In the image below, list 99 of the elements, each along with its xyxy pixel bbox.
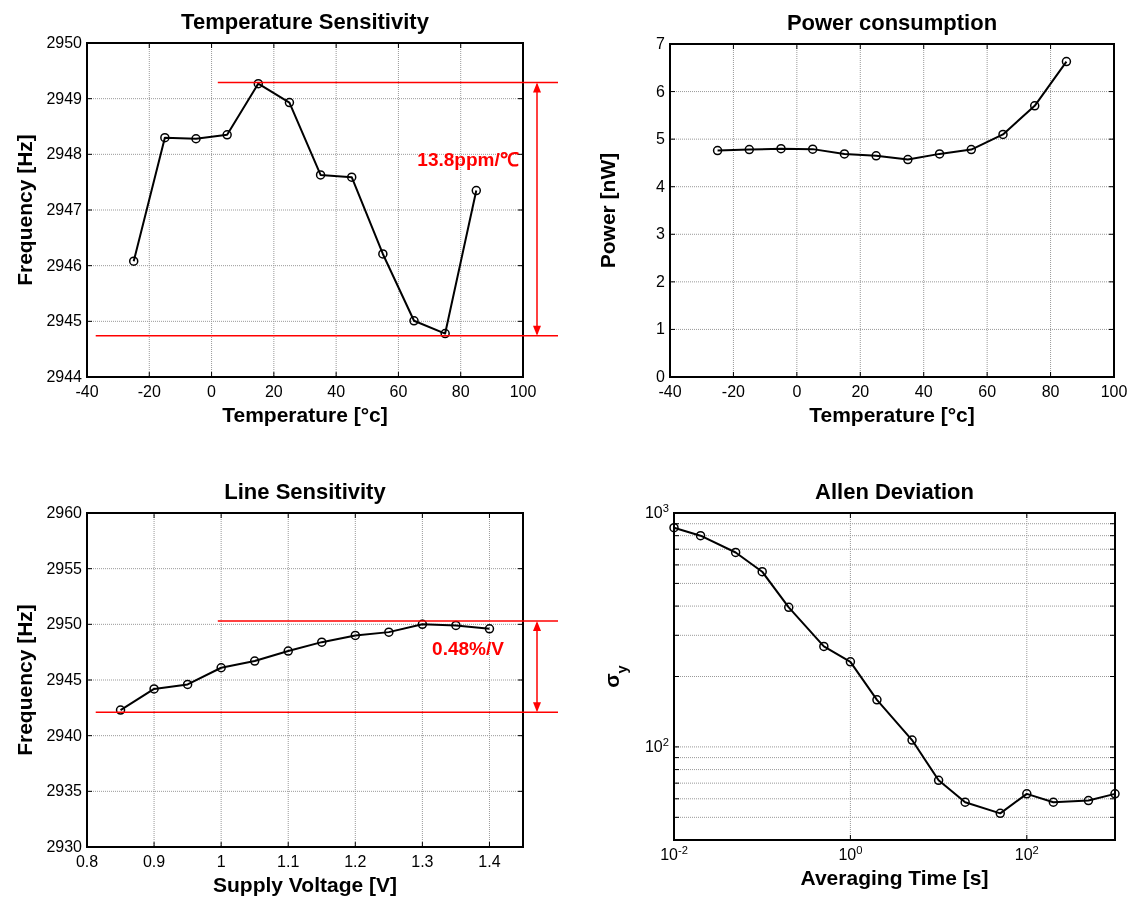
x-tick-label: 40: [327, 383, 346, 400]
chart-title: Temperature Sensitivity: [181, 9, 430, 34]
y-tick-label: 2960: [46, 504, 83, 521]
x-tick-label: 1.3: [411, 853, 434, 870]
y-tick-label: 4: [656, 177, 666, 195]
y-tick-label: 2947: [46, 201, 83, 218]
y-tick-label: 7: [656, 35, 666, 52]
point: [249, 656, 260, 666]
y-tick-label: 2944: [46, 368, 83, 385]
x-tick-label: 20: [264, 383, 283, 400]
x-tick-label: 80: [1041, 383, 1060, 400]
x-tick-label: 60: [389, 383, 408, 400]
point: [807, 144, 818, 154]
y-tick-label: 2935: [46, 782, 83, 800]
point: [776, 143, 786, 154]
x-tick-label: 60: [978, 383, 997, 400]
y-tick-label: 1: [656, 320, 666, 338]
point: [712, 145, 723, 156]
y-tick-label: 2950: [46, 615, 83, 633]
x-tick-label: 1: [216, 853, 226, 870]
x-tick-label: 0: [207, 383, 217, 400]
point: [149, 684, 159, 694]
y-tick-label: 2946: [46, 256, 83, 274]
point: [409, 316, 419, 326]
y-tick-label: 2930: [46, 838, 83, 855]
x-tick-label: 20: [851, 383, 870, 400]
y-tick-label: 2: [656, 272, 666, 290]
x-axis-title: Supply Voltage [V]: [213, 873, 397, 896]
x-tick-label: 80: [451, 383, 470, 400]
point: [128, 256, 139, 266]
point: [1061, 56, 1072, 67]
point: [283, 646, 293, 656]
x-tick-label: -40: [658, 383, 682, 400]
x-axis-title: Averaging Time [s]: [800, 866, 989, 889]
y-tick-label: 2950: [46, 34, 83, 51]
point: [417, 619, 428, 630]
point: [160, 132, 170, 143]
y-tick-label: 10$^{3}$: [644, 502, 669, 521]
point: [871, 151, 881, 161]
y-tick-label: 10$^{2}$: [644, 735, 669, 755]
point: [1029, 101, 1040, 111]
point: [440, 328, 450, 339]
point: [182, 679, 193, 690]
y-tick-label: 0: [656, 368, 666, 385]
y-tick-label: 2945: [46, 671, 83, 688]
x-tick-label: 10$^{-2}$: [660, 844, 688, 863]
point: [222, 130, 232, 140]
point: [284, 97, 295, 108]
point: [966, 144, 977, 155]
x-tick-label: 10$^{0}$: [838, 844, 863, 863]
point: [384, 627, 394, 637]
point: [744, 144, 755, 155]
x-tick-label: 1.2: [344, 853, 367, 870]
point: [216, 663, 226, 673]
x-tick-label: 40: [914, 383, 933, 400]
x-tick-label: 1.1: [277, 853, 300, 870]
y-tick-label: 5: [656, 130, 666, 148]
point: [346, 172, 357, 182]
x-tick-label: 0: [792, 383, 802, 400]
point: [350, 630, 361, 641]
chart-title: Allen Deviation: [815, 479, 974, 504]
y-axis-title: Frequency [Hz]: [13, 134, 36, 286]
x-tick-label: -20: [137, 383, 161, 400]
y-tick-label: 2940: [46, 726, 83, 744]
x-tick-label: 0.9: [142, 853, 166, 870]
y-tick-label: 6: [656, 82, 666, 100]
x-tick-label: 100: [509, 383, 537, 400]
x-tick-label: -40: [75, 383, 99, 400]
point: [191, 134, 201, 144]
point: [998, 129, 1008, 140]
y-tick-label: 2945: [46, 312, 83, 330]
point: [903, 154, 913, 165]
annotation: 13.8ppm/℃: [417, 148, 519, 170]
x-tick-label: 1.4: [478, 853, 501, 870]
chart-title: Line Sensitivity: [224, 479, 387, 504]
y-tick-label: 2949: [46, 89, 83, 107]
x-axis-title: Temperature [°c]: [809, 403, 975, 426]
point: [484, 624, 495, 634]
annotation: 0.48%/V: [432, 638, 505, 660]
y-tick-label: 3: [656, 225, 666, 243]
x-tick-label: 0.8: [75, 853, 99, 870]
point: [115, 705, 126, 715]
y-axis-title: Frequency [Hz]: [13, 604, 36, 756]
point: [378, 249, 388, 259]
point: [317, 637, 327, 647]
x-tick-label: -20: [721, 383, 746, 400]
point: [315, 170, 326, 180]
y-tick-label: 2955: [46, 559, 83, 577]
y-axis-title: Power [nW]: [596, 152, 619, 269]
point: [839, 149, 850, 159]
point: [934, 149, 945, 159]
point: [471, 185, 482, 196]
x-tick-label: 10$^{2}$: [1014, 844, 1039, 863]
chart-title: Power consumption: [786, 10, 998, 35]
point: [253, 78, 264, 89]
point: [451, 620, 461, 631]
y-tick-label: 2948: [46, 145, 83, 163]
x-axis-title: Temperature [°c]: [222, 403, 388, 426]
x-tick-label: 100: [1100, 383, 1128, 400]
